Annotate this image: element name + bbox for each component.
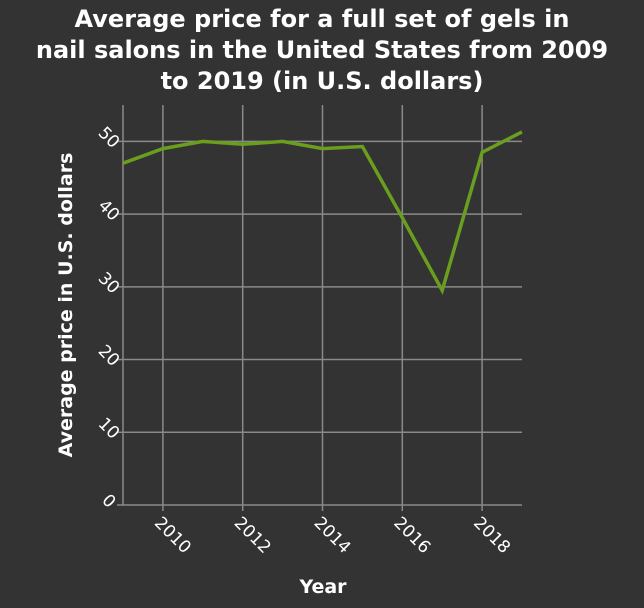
axes [117,105,522,511]
x-tick-label: 2010 [150,513,195,558]
y-tick-label: 20 [94,341,123,370]
x-tick-label: 2018 [469,513,514,558]
x-tick-label: 2016 [389,513,434,558]
chart-title-line-1: Average price for a full set of gels in [74,5,570,33]
chart-title-line-2: nail salons in the United States from 20… [35,36,609,64]
series [122,130,523,296]
y-tick-label: 0 [98,491,120,513]
y-tick-label: 50 [94,123,123,152]
chart-title: Average price for a full set of gels in … [0,4,644,97]
x-tick-label: 2014 [310,513,355,558]
x-tick-label: 2012 [230,513,275,558]
y-tick-label: 40 [94,196,123,225]
x-axis-label: Year [298,576,347,598]
series-line-0 [122,130,523,296]
y-tick-label: 10 [94,414,123,443]
grid [123,105,522,505]
chart-title-line-3: to 2019 (in U.S. dollars) [160,67,484,95]
y-axis-label: Average price in U.S. dollars [55,153,77,458]
tick-labels: 0 10 20 30 40 50 2010 2012 2014 2016 2018 [94,123,514,558]
y-tick-label: 30 [94,269,123,298]
